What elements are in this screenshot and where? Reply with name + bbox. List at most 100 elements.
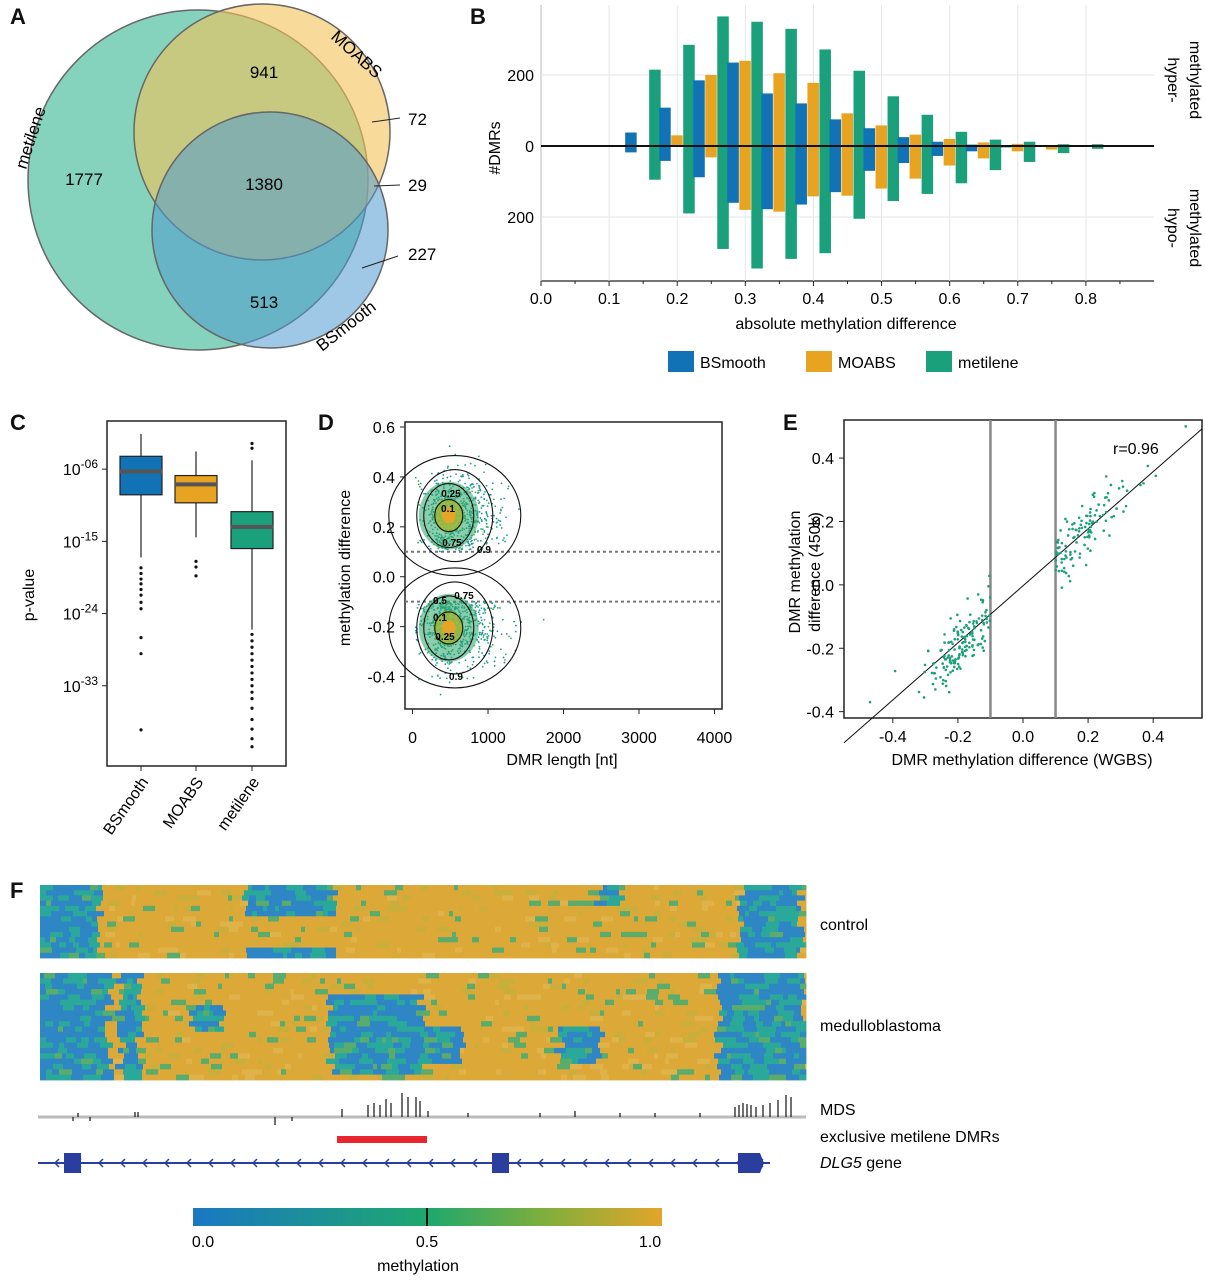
heatmap-cell <box>373 947 378 954</box>
heatmap-cell <box>803 1015 807 1022</box>
heatmap-cell <box>123 994 129 1001</box>
heatmap-cell <box>290 942 302 948</box>
heatmap-cell <box>594 911 602 917</box>
heatmap-cell <box>398 952 412 959</box>
heatmap-cell <box>779 895 785 902</box>
heatmap-cell <box>280 994 288 1001</box>
heatmap-cell <box>739 1047 751 1054</box>
heatmap-cell <box>433 1026 441 1033</box>
heatmap-cell <box>749 911 760 917</box>
heatmap-cell <box>40 895 54 902</box>
heatmap-cell <box>63 931 72 938</box>
heatmap-cell <box>630 931 637 938</box>
heatmap-cell <box>558 1031 568 1038</box>
d-xtick-label: 2000 <box>546 730 582 747</box>
scatter-plot-e: DMR methylation difference (WGBS) DMR me… <box>787 419 1203 769</box>
heatmap-cell <box>512 999 517 1006</box>
heatmap-cell <box>40 989 47 995</box>
heatmap-cell <box>313 890 322 896</box>
heatmap-cell <box>557 947 562 954</box>
heatmap-cell <box>270 911 279 917</box>
heatmap-cell <box>798 1021 804 1027</box>
heatmap-cell <box>402 989 412 995</box>
heatmap-cell <box>337 926 347 933</box>
heatmap-cell <box>331 983 345 990</box>
heatmap-cell <box>452 1010 457 1017</box>
heatmap-cell <box>146 1074 158 1081</box>
heatmap-cell <box>428 1031 437 1038</box>
heatmap-cell <box>521 983 535 990</box>
heatmap-cell <box>792 983 801 990</box>
heatmap-cell <box>550 937 556 943</box>
heatmap-cell <box>502 942 515 948</box>
e-point <box>1060 557 1064 561</box>
heatmap-cell <box>257 1010 265 1017</box>
heatmap-cell <box>759 1010 766 1017</box>
heatmap-cell <box>660 1042 665 1049</box>
heatmap-cell <box>108 890 120 896</box>
heatmap-cell <box>789 1053 795 1059</box>
heatmap-cell <box>451 1053 461 1059</box>
d-point <box>475 605 478 607</box>
heatmap-cell <box>455 1026 462 1033</box>
heatmap-cell <box>562 1037 574 1043</box>
heatmap-cell <box>243 983 255 990</box>
legend-swatch-moabs <box>806 351 832 372</box>
heatmap-cell <box>98 921 108 928</box>
heatmap-cell <box>224 999 234 1006</box>
e-point <box>961 641 964 645</box>
heatmap-cell <box>236 885 249 891</box>
heatmap-cell <box>729 1069 736 1076</box>
heatmap-cell <box>59 905 66 912</box>
heatmap-cell <box>369 1037 377 1043</box>
heatmap-cell <box>333 885 340 891</box>
heatmap-cell <box>40 1037 47 1043</box>
heatmap-cell <box>297 999 305 1006</box>
heatmap-cell <box>716 911 722 917</box>
bar-moabs-hyper <box>807 82 819 146</box>
heatmap-cell <box>131 973 136 979</box>
heatmap-cell <box>577 1047 586 1054</box>
heatmap-cell <box>778 978 788 985</box>
e-point <box>923 670 926 674</box>
heatmap-cell <box>53 1047 59 1054</box>
heatmap-cell <box>528 1053 542 1059</box>
d-point <box>456 464 459 467</box>
e-point <box>1064 517 1067 521</box>
heatmap-cell <box>138 1058 147 1065</box>
heatmap-cell <box>666 1053 679 1059</box>
heatmap-cell <box>620 978 633 985</box>
e-point <box>941 662 944 665</box>
heatmap-cell <box>632 978 643 985</box>
d-point <box>501 506 504 509</box>
heatmap-cell <box>562 1015 568 1022</box>
heatmap-cell <box>422 952 436 959</box>
d-point <box>486 661 489 664</box>
heatmap-cell <box>193 900 203 907</box>
heatmap-cell <box>180 1053 193 1059</box>
heatmap-cell <box>561 905 567 912</box>
e-point <box>982 622 986 626</box>
heatmap-cell <box>426 1005 435 1011</box>
heatmap-cell <box>422 916 431 922</box>
heatmap-cell <box>108 937 116 943</box>
e-point <box>981 646 984 649</box>
heatmap-cell <box>234 952 248 959</box>
heatmap-cell <box>294 885 304 891</box>
heatmap-cell <box>526 1069 539 1076</box>
heatmap-cell <box>437 926 444 933</box>
heatmap-cell <box>163 1031 177 1038</box>
heatmap-cell <box>224 942 234 948</box>
d-point <box>478 604 481 607</box>
heatmap-cell <box>479 905 489 912</box>
heatmap-cell <box>63 885 77 891</box>
panel-label-a: A <box>10 4 26 29</box>
heatmap-cell <box>338 890 350 896</box>
d-point <box>483 618 486 621</box>
heatmap-cell <box>673 1031 684 1038</box>
heatmap-cell <box>613 895 626 902</box>
heatmap-cell <box>397 1015 411 1022</box>
heatmap-cell <box>711 1010 720 1017</box>
heatmap-cell <box>570 952 583 959</box>
heatmap-cell <box>710 1031 715 1038</box>
